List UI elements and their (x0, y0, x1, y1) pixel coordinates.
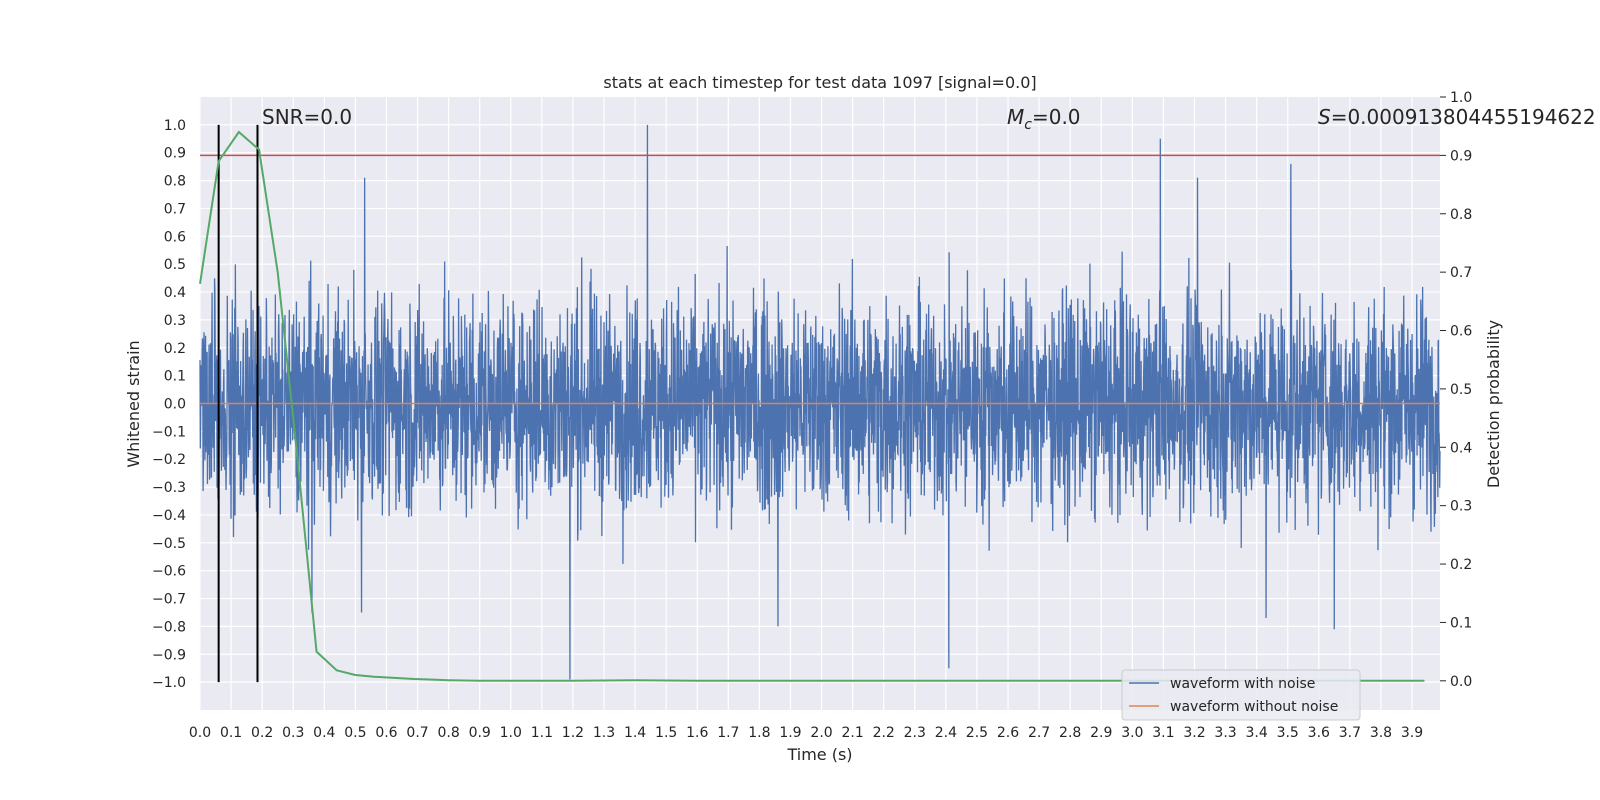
probability-line (199, 130, 1425, 682)
x-tick-label: 3.8 (1370, 725, 1392, 741)
series-waveform-with-noise (199, 124, 1441, 680)
y-tick-label: −0.5 (152, 536, 186, 552)
x-tick-label: 3.2 (1183, 725, 1205, 741)
s-symbol: S (1318, 105, 1331, 129)
x-tick-label: 1.7 (717, 725, 739, 741)
x-tick-label: 1.3 (593, 725, 615, 741)
s-annotation: S=0.000913804455194622 (1318, 105, 1596, 129)
legend-label-clean: waveform without noise (1170, 699, 1338, 715)
y-tick-label: −1.0 (152, 675, 186, 691)
chart-title: stats at each timestep for test data 109… (603, 73, 1036, 92)
y-axis-right-ticks: 1.0 0.9 0.8 0.7 0.6 0.5 0.4 0.3 0.2 0.1 0.0 (1440, 90, 1472, 690)
x-tick-label: 0.2 (251, 725, 273, 741)
x-tick-label: 0.6 (375, 725, 397, 741)
y-tick-label: −0.1 (152, 424, 186, 440)
y-right-tick-label: 0.3 (1450, 499, 1472, 515)
x-tick-label: 0.1 (220, 725, 242, 741)
y-tick-label: 0.1 (164, 369, 186, 385)
y-right-tick-label: 0.5 (1450, 382, 1472, 398)
x-tick-label: 3.7 (1339, 725, 1361, 741)
x-tick-label: 0.4 (313, 725, 335, 741)
x-tick-label: 1.5 (655, 725, 677, 741)
x-tick-label: 2.0 (810, 725, 832, 741)
x-tick-label: 2.1 (841, 725, 863, 741)
y-tick-label: −0.3 (152, 480, 186, 496)
legend: waveform with noise waveform without noi… (1121, 669, 1361, 721)
x-tick-label: 0.8 (437, 725, 459, 741)
x-tick-label: 2.9 (1090, 725, 1112, 741)
x-tick-label: 1.2 (562, 725, 584, 741)
x-tick-label: 0.3 (282, 725, 304, 741)
y-tick-label: 0.3 (164, 313, 186, 329)
legend-label-noise: waveform with noise (1170, 676, 1315, 692)
x-axis-ticks: 0.0 0.1 0.2 0.3 0.4 0.5 0.6 0.7 0.8 0.9 1.0 1.1 1.2 1… (189, 725, 1423, 741)
x-tick-label: 1.8 (748, 725, 770, 741)
x-tick-label: 1.0 (500, 725, 522, 741)
x-tick-label: 3.1 (1152, 725, 1174, 741)
x-tick-label: 2.7 (1028, 725, 1050, 741)
y-right-tick-label: 0.1 (1450, 615, 1472, 631)
x-tick-label: 2.3 (904, 725, 926, 741)
y-tick-label: 0.8 (164, 174, 186, 190)
y-right-tick-label: 0.9 (1450, 148, 1472, 164)
chirp-mass-symbol: M (1007, 105, 1024, 129)
y-tick-label: −0.6 (152, 564, 186, 580)
y-tick-label: −0.2 (152, 452, 186, 468)
y-right-tick-label: 0.0 (1450, 674, 1472, 690)
x-tick-label: 1.1 (531, 725, 553, 741)
chirp-mass-value: =0.0 (1032, 105, 1081, 129)
x-tick-label: 2.4 (935, 725, 957, 741)
noise-waveform-line (199, 124, 1441, 680)
legend-box (1121, 669, 1361, 721)
y-tick-label: 0.0 (164, 397, 186, 413)
marker-lines (217, 124, 259, 683)
chirp-mass-annotation: Mc=0.0 (1007, 105, 1081, 133)
x-tick-label: 0.7 (406, 725, 428, 741)
y-tick-label: 0.9 (164, 146, 186, 162)
x-tick-label: 3.0 (1121, 725, 1143, 741)
y-tick-label: −0.8 (152, 619, 186, 635)
x-tick-label: 1.6 (686, 725, 708, 741)
y-tick-label: 0.2 (164, 341, 186, 357)
series-detection-probability (199, 130, 1425, 682)
x-axis-label: Time (s) (786, 745, 852, 764)
y-right-tick-label: 1.0 (1450, 90, 1472, 106)
snr-annotation: SNR=0.0 (262, 105, 352, 129)
y-axis-left-label: Whitened strain (124, 340, 143, 467)
y-tick-label: −0.7 (152, 592, 186, 608)
x-tick-label: 3.3 (1214, 725, 1236, 741)
y-axis-right-label: Detection probability (1484, 320, 1503, 488)
s-value: =0.000913804455194622 (1331, 105, 1596, 129)
y-right-tick-label: 0.7 (1450, 265, 1472, 281)
y-right-tick-label: 0.8 (1450, 207, 1472, 223)
x-tick-label: 0.9 (469, 725, 491, 741)
y-tick-label: 1.0 (164, 118, 186, 134)
y-right-tick-label: 0.2 (1450, 557, 1472, 573)
y-tick-label: 0.4 (164, 285, 186, 301)
x-tick-label: 2.6 (997, 725, 1019, 741)
y-right-tick-label: 0.4 (1450, 440, 1472, 456)
x-tick-label: 3.4 (1246, 725, 1268, 741)
y-tick-label: 0.7 (164, 201, 186, 217)
x-tick-label: 2.2 (873, 725, 895, 741)
x-tick-label: 3.5 (1277, 725, 1299, 741)
x-tick-label: 3.9 (1401, 725, 1423, 741)
y-right-tick-label: 0.6 (1450, 324, 1472, 340)
y-tick-label: 0.6 (164, 229, 186, 245)
chirp-mass-subscript: c (1024, 117, 1032, 133)
x-tick-label: 3.6 (1308, 725, 1330, 741)
x-tick-label: 1.4 (624, 725, 646, 741)
y-tick-label: 0.5 (164, 257, 186, 273)
x-tick-label: 2.5 (966, 725, 988, 741)
x-tick-label: 1.9 (779, 725, 801, 741)
y-tick-label: −0.9 (152, 647, 186, 663)
x-tick-label: 0.5 (344, 725, 366, 741)
x-tick-label: 2.8 (1059, 725, 1081, 741)
x-tick-label: 0.0 (189, 725, 211, 741)
y-tick-label: −0.4 (152, 508, 186, 524)
y-axis-left-ticks: 1.0 0.9 0.8 0.7 0.6 0.5 0.4 0.3 0.2 0.1 0.0 −0.1 −0.… (152, 118, 186, 691)
